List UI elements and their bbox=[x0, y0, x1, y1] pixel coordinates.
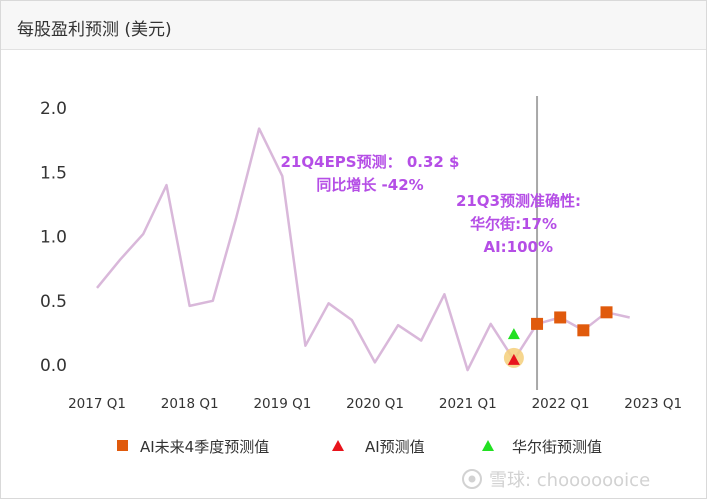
y-tick-label: 1.0 bbox=[40, 228, 67, 248]
legend-marker-wallstreet bbox=[482, 440, 494, 451]
forecast-point bbox=[600, 306, 613, 319]
legend-label-forecast[interactable]: AI未来4季度预测值 bbox=[140, 438, 269, 456]
card-header: 每股盈利预测 (美元) bbox=[1, 1, 706, 50]
x-tick-label: 2020 Q1 bbox=[346, 396, 404, 412]
ai-forecast-point bbox=[507, 353, 520, 365]
x-tick-label: 2021 Q1 bbox=[439, 396, 497, 412]
chart-title: 每股盈利预测 (美元) bbox=[17, 20, 172, 40]
x-tick-label: 2022 Q1 bbox=[532, 396, 590, 412]
y-tick-label: 1.5 bbox=[40, 163, 67, 183]
y-tick-label: 2.0 bbox=[40, 99, 67, 119]
wallstreet-forecast-point bbox=[507, 328, 520, 340]
y-tick-label: 0.5 bbox=[40, 292, 67, 312]
x-tick-label: 2023 Q1 bbox=[624, 396, 682, 412]
watermark-text: 雪球: chooooooice bbox=[489, 470, 650, 491]
annotation-accuracy-ai: AI:100% bbox=[483, 238, 553, 256]
x-tick-label: 2017 Q1 bbox=[68, 396, 126, 412]
annotation-accuracy-title: 21Q3预测准确性: bbox=[456, 192, 581, 210]
legend-marker-ai bbox=[332, 440, 344, 451]
y-tick-label: 0.0 bbox=[40, 356, 67, 376]
forecast-point bbox=[577, 324, 590, 337]
x-tick-label: 2018 Q1 bbox=[161, 396, 219, 412]
legend-label-ai[interactable]: AI预测值 bbox=[365, 438, 425, 456]
forecast-point bbox=[554, 311, 567, 324]
forecast-point bbox=[531, 317, 544, 330]
annotation-accuracy-wallstreet: 华尔街:17% bbox=[470, 215, 557, 233]
x-tick-label: 2019 Q1 bbox=[253, 396, 311, 412]
snowball-logo-icon bbox=[462, 469, 482, 489]
annotation-yoy-growth: 同比增长 -42% bbox=[316, 176, 423, 194]
legend-label-wallstreet[interactable]: 华尔街预测值 bbox=[512, 438, 602, 456]
annotation-eps-forecast: 21Q4EPS预测： 0.32 $ bbox=[281, 153, 460, 171]
legend-marker-forecast bbox=[117, 440, 128, 451]
